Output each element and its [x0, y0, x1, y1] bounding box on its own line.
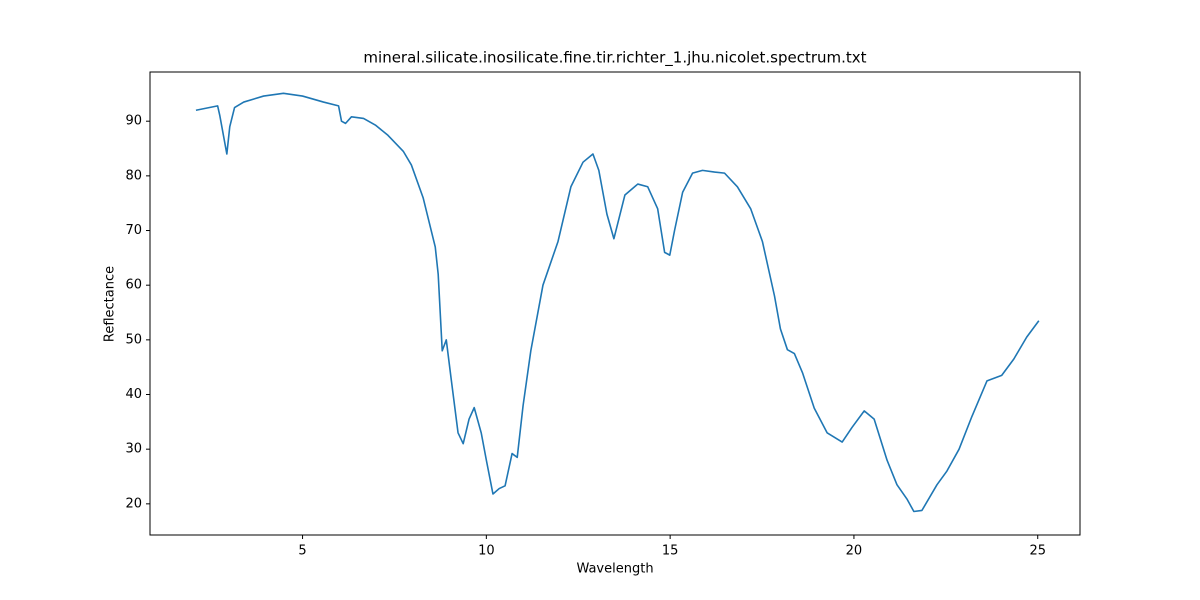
x-tick-label: 5 — [298, 544, 306, 559]
y-tick-label: 90 — [125, 114, 142, 129]
y-tick-label: 80 — [125, 168, 142, 183]
y-tick-label: 40 — [125, 387, 142, 402]
y-axis-label: Reflectance — [103, 266, 118, 342]
x-tick-label: 25 — [1029, 544, 1046, 559]
y-tick-label: 30 — [125, 442, 142, 457]
x-tick-label: 10 — [478, 544, 495, 559]
y-tick-label: 50 — [125, 332, 142, 347]
y-tick-label: 20 — [125, 496, 142, 511]
x-axis-label: Wavelength — [576, 562, 653, 577]
data-line — [195, 92, 1040, 513]
y-tick-label: 60 — [125, 278, 142, 293]
y-tick-label: 70 — [125, 223, 142, 238]
plot-frame — [149, 71, 1081, 536]
x-tick-label: 20 — [846, 544, 863, 559]
chart-title: mineral.silicate.inosilicate.fine.tir.ri… — [363, 49, 866, 68]
x-tick-label: 15 — [662, 544, 679, 559]
